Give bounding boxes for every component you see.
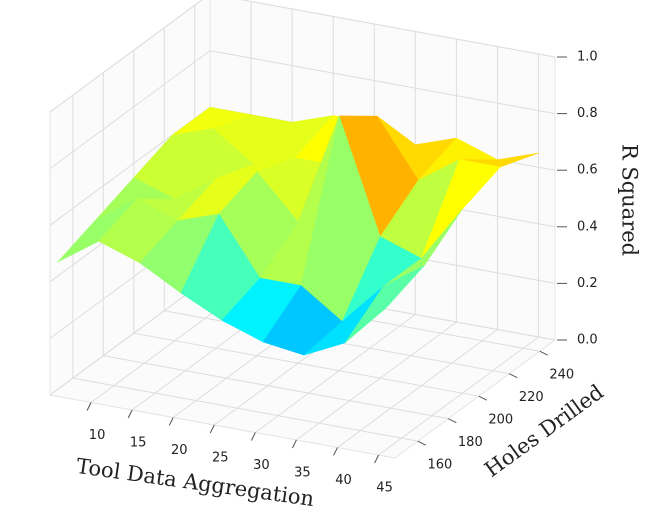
x-tick-label: 25 (212, 451, 229, 466)
grid-line (133, 332, 479, 397)
z-tick-label: 0.8 (577, 106, 598, 121)
surface-cell (344, 265, 425, 344)
z-axis-title: R Squared (618, 144, 642, 256)
x-tick (209, 424, 215, 434)
grid-line (72, 377, 418, 442)
x-tick-label: 15 (130, 436, 147, 451)
grid-line (49, 0, 203, 113)
grid-line (240, 0, 556, 58)
x-tick-label: 30 (253, 458, 270, 473)
z-tick-label: 0.4 (577, 219, 598, 234)
x-tick (291, 439, 297, 449)
x-axis-title: Tool Data Aggregation (75, 454, 316, 511)
y-tick (448, 418, 457, 424)
grid-line (255, 314, 416, 433)
y-tick (478, 395, 488, 401)
z-tick-label: 0.0 (577, 333, 598, 348)
grid-line (337, 329, 498, 448)
grid-line (378, 336, 539, 456)
y-tick (417, 440, 427, 446)
y-tick (509, 373, 518, 379)
y-axis-title: Holes Drilled (480, 380, 608, 482)
x-tick (168, 417, 174, 426)
y-tick (539, 350, 548, 356)
x-tick-label: 45 (376, 481, 393, 496)
y-tick-label: 240 (549, 368, 574, 383)
x-tick (127, 409, 133, 419)
y-tick-label: 160 (427, 458, 452, 473)
x-tick (333, 447, 338, 456)
x-tick-label: 20 (171, 443, 188, 458)
x-tick-label: 10 (89, 428, 106, 443)
x-tick (86, 402, 92, 411)
z-tick-label: 0.6 (577, 163, 598, 178)
grid-line (296, 321, 457, 441)
x-tick-label: 40 (335, 473, 352, 488)
y-tick-label: 180 (458, 435, 483, 450)
y-tick-label: 200 (488, 413, 513, 428)
grid-line (103, 355, 449, 420)
y-tick-label: 220 (519, 390, 544, 405)
x-tick-label: 35 (294, 466, 311, 481)
grid-line (49, 276, 211, 396)
grid-line (49, 50, 211, 170)
grid-line (209, 50, 556, 115)
z-tick-label: 0.2 (577, 276, 598, 291)
x-tick (374, 454, 380, 464)
x-tick (250, 432, 256, 441)
z-tick-label: 1.0 (577, 50, 598, 65)
